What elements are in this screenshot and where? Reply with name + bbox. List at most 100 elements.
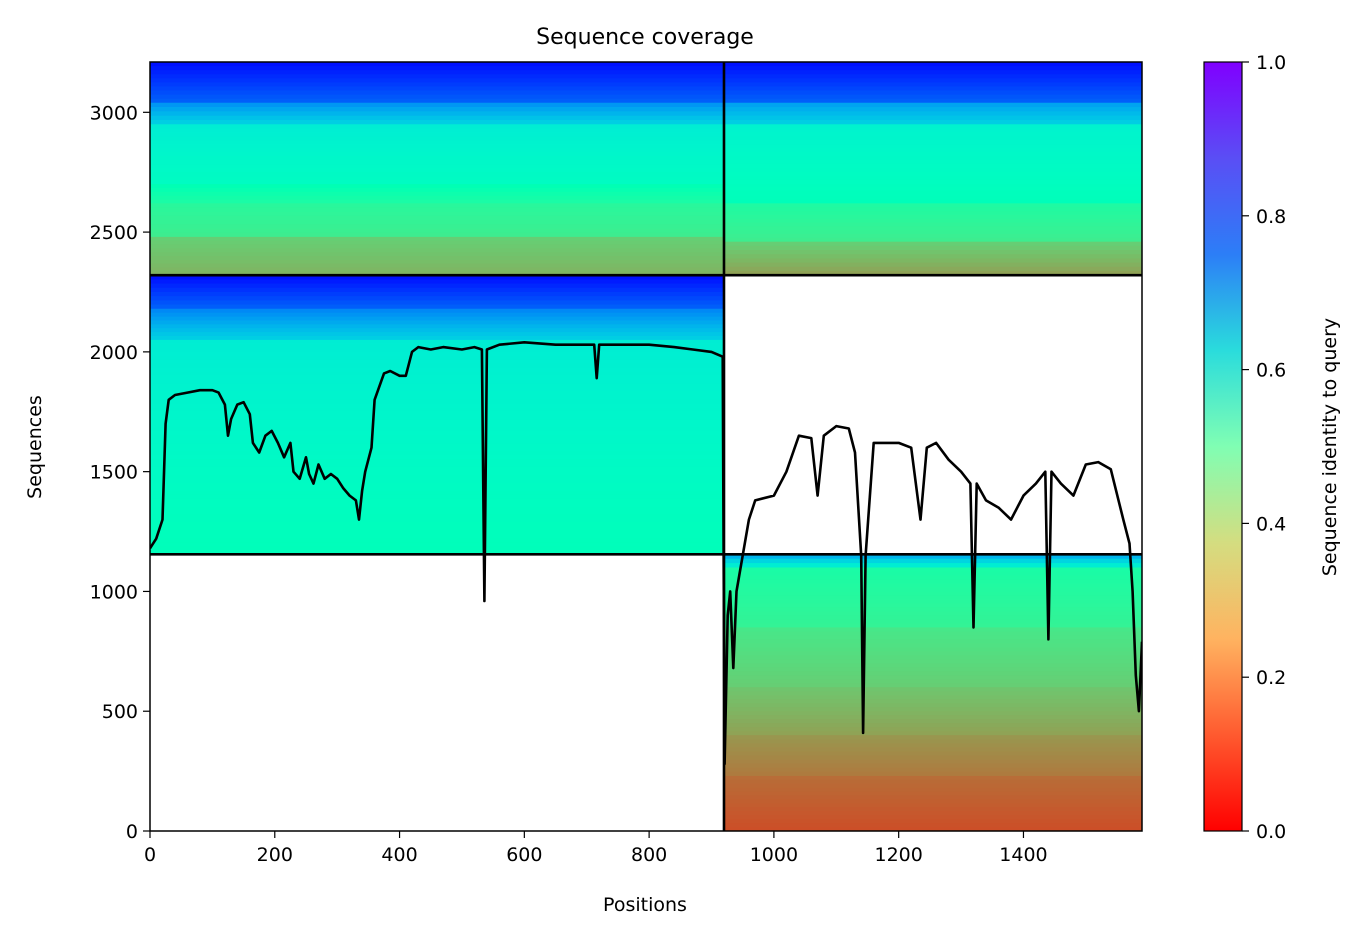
- heatmap-cell-0-0-6: [150, 86, 724, 92]
- heatmap-cell-3-2-5: [723, 647, 1142, 652]
- heatmap-cell-3-4-3: [723, 747, 1142, 753]
- heatmap-cell-1-2-17: [723, 191, 1142, 197]
- heatmap-cell-3-3-9: [723, 723, 1142, 728]
- heatmap-cell-0-5-6: [150, 259, 724, 265]
- plot-area: [150, 62, 1142, 831]
- heatmap-cell-3-4-1: [723, 739, 1142, 744]
- heatmap-cell-2-2-44: [150, 514, 724, 520]
- heatmap-cell-0-0-8: [150, 94, 724, 100]
- heatmap-cell-3-3-3: [723, 699, 1142, 704]
- heatmap-cell-3-1-4: [723, 583, 1142, 589]
- colorbar: [1203, 61, 1243, 832]
- colorbar-label: Sequence identity to query: [1319, 318, 1341, 576]
- heatmap-cell-1-1-3: [723, 115, 1142, 121]
- heatmap-cell-1-2-9: [723, 159, 1142, 165]
- heatmap-cell-2-2-12: [150, 387, 724, 393]
- x-tick-label: 400: [381, 844, 417, 866]
- colorbar-tick-label: 0.2: [1256, 667, 1286, 689]
- heatmap-cell-0-5-9: [150, 271, 724, 276]
- heatmap-cell-2-2-13: [150, 391, 724, 397]
- heatmap-cell-3-1-10: [723, 607, 1142, 612]
- heatmap-cell-0-1-2: [150, 111, 724, 117]
- heatmap-cell-2-2-3: [150, 351, 724, 357]
- heatmap-cell-2-1-1: [150, 312, 724, 318]
- heatmap-cell-2-2-8: [150, 371, 724, 377]
- heatmap-cell-1-2-18: [723, 195, 1142, 200]
- heatmap-cell-2-2-16: [150, 403, 724, 408]
- x-tick-label: 1000: [750, 844, 798, 866]
- heatmap-cell-3-4-5: [723, 755, 1142, 761]
- heatmap-cell-0-0-1: [150, 66, 724, 71]
- heatmap-cell-0-1-1: [150, 107, 724, 112]
- heatmap-cell-2-1-5: [150, 328, 724, 333]
- heatmap-cell-1-3-8: [723, 234, 1142, 239]
- colorbar-tick-label: 0.6: [1256, 360, 1286, 382]
- heatmap-cell-1-4-1: [723, 245, 1142, 251]
- heatmap-cell-2-2-6: [150, 363, 724, 369]
- heatmap-cell-0-2-0: [150, 124, 724, 129]
- heatmap-cell-2-2-14: [150, 395, 724, 401]
- heatmap-cell-3-5-2: [723, 783, 1142, 789]
- heatmap-cell-2-2-42: [150, 506, 724, 512]
- heatmap-cell-2-2-41: [150, 502, 724, 508]
- heatmap-cell-3-2-0: [723, 627, 1142, 632]
- heatmap-cell-0-5-8: [150, 267, 724, 272]
- heatmap-cell-3-1-14: [723, 623, 1142, 628]
- coverage-line: [150, 340, 1142, 766]
- heatmap-cell-2-2-19: [150, 415, 724, 420]
- heatmap-cell-0-2-12: [150, 172, 724, 177]
- heatmap-cell-3-1-6: [723, 591, 1142, 597]
- heatmap-cell-3-4-9: [723, 771, 1142, 777]
- heatmap-cell-0-2-9: [150, 160, 724, 165]
- heatmap-cell-3-3-1: [723, 691, 1142, 696]
- heatmap-cell-3-5-7: [723, 803, 1142, 808]
- y-tick-label: 2500: [90, 222, 138, 244]
- heatmap-cell-3-1-8: [723, 599, 1142, 605]
- colorbar-tick-label: 0.4: [1256, 513, 1286, 535]
- heatmap-cell-0-5-4: [150, 252, 724, 257]
- chart-title: Sequence coverage: [536, 25, 754, 50]
- heatmap-cell-0-4-1: [150, 207, 724, 213]
- heatmap-cell-1-2-0: [723, 124, 1142, 129]
- heatmap-cell-1-4-3: [723, 254, 1142, 260]
- heatmap-cell-2-2-7: [150, 367, 724, 373]
- heatmap-cell-1-0-0: [723, 62, 1142, 67]
- heatmap-cell-2-1-4: [150, 324, 724, 329]
- heatmap-cell-0-5-3: [150, 248, 724, 253]
- heatmap-cell-0-2-14: [150, 180, 724, 185]
- heatmap-cell-2-2-26: [150, 443, 724, 448]
- heatmap-cell-3-2-13: [723, 679, 1142, 684]
- heatmap-cell-3-5-11: [723, 819, 1142, 824]
- heatmap-cell-2-2-45: [150, 518, 724, 524]
- heatmap-cell-3-3-7: [723, 715, 1142, 720]
- heatmap-cell-2-2-43: [150, 510, 724, 516]
- heatmap-cell-2-2-10: [150, 379, 724, 385]
- heatmap-cell-2-0-1: [150, 279, 724, 285]
- heatmap-cell-2-2-18: [150, 411, 724, 416]
- x-tick-label: 0: [144, 844, 156, 866]
- heatmap-cell-0-3-4: [150, 199, 724, 204]
- heatmap-cell-2-1-0: [150, 308, 724, 314]
- heatmap-cell-1-4-7: [723, 271, 1142, 276]
- heatmap-cell-3-5-10: [723, 815, 1142, 820]
- heatmap-cell-2-2-24: [150, 435, 724, 440]
- heatmap-cell-3-1-9: [723, 603, 1142, 609]
- heatmap-cell-2-2-22: [150, 427, 724, 432]
- heatmap-cell-3-5-0: [723, 775, 1142, 781]
- heatmap-cell-3-3-4: [723, 703, 1142, 708]
- heatmap-cell-3-5-8: [723, 807, 1142, 812]
- heatmap-cell-0-5-7: [150, 263, 724, 269]
- heatmap-cell-2-0-5: [150, 296, 724, 301]
- y-tick-label: 3000: [90, 102, 138, 124]
- heatmap-cell-0-0-2: [150, 70, 724, 75]
- heatmap-cell-0-4-4: [150, 220, 724, 225]
- x-axis-ticks: 0 200 400 600 800 1000 1200 1400: [144, 831, 1048, 866]
- heatmap-cell-0-3-3: [150, 195, 724, 201]
- heatmap-cell-2-2-32: [150, 466, 724, 472]
- heatmap-cell-2-2-38: [150, 490, 724, 496]
- heatmap-cell-1-4-5: [723, 262, 1142, 268]
- heatmap-cell-2-2-49: [150, 534, 724, 540]
- x-tick-label: 200: [257, 844, 293, 866]
- y-tick-label: 2000: [90, 342, 138, 364]
- heatmap-cell-2-2-27: [150, 447, 724, 452]
